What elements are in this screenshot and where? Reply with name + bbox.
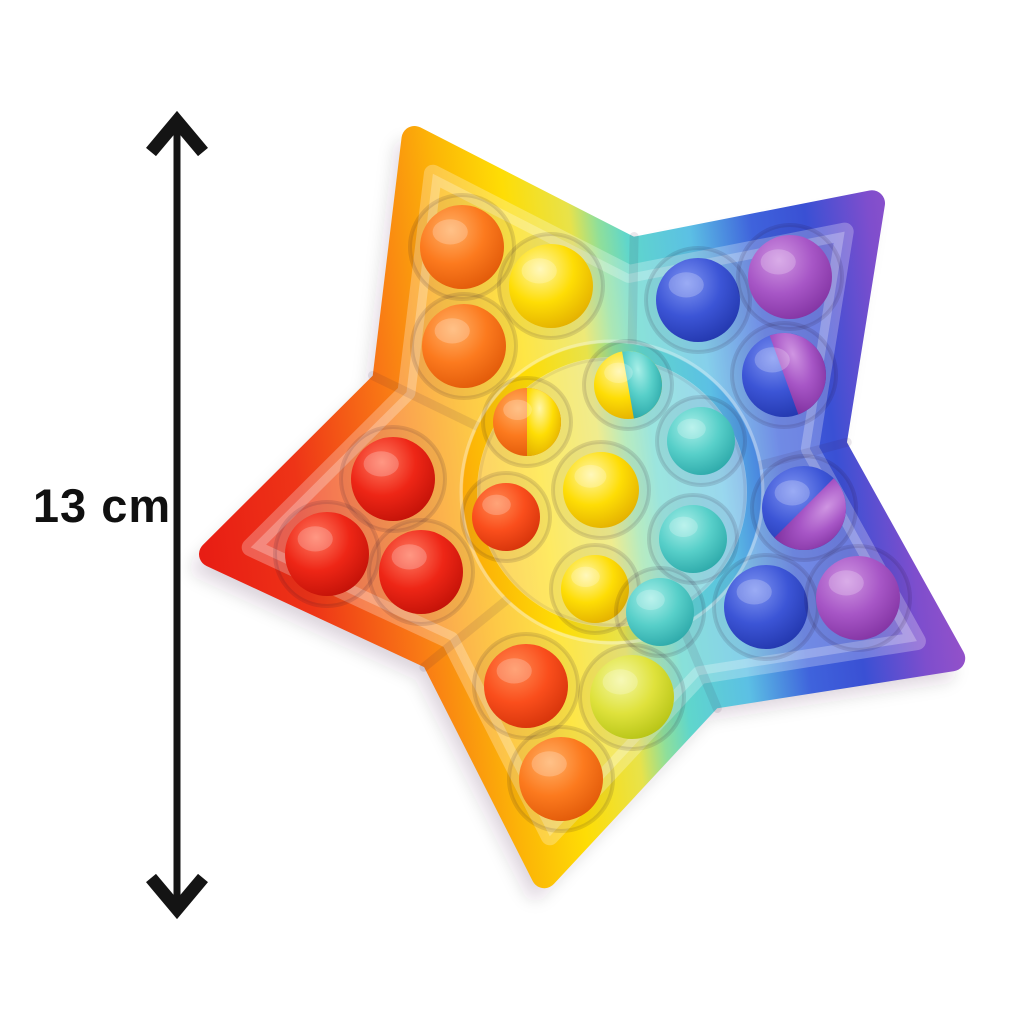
bubble-dome xyxy=(509,244,593,328)
pop-bubble xyxy=(367,518,475,626)
arrow-up-icon xyxy=(146,110,208,157)
bubble-dome xyxy=(561,555,629,623)
pop-bubble xyxy=(578,643,686,751)
bubble-highlight xyxy=(521,258,557,284)
bubble-dome-second-color xyxy=(527,388,561,456)
bubble-dome xyxy=(422,304,506,388)
pop-bubble xyxy=(472,632,580,740)
pop-bubble xyxy=(804,544,912,652)
bubble-highlight xyxy=(574,464,607,488)
bubble-highlight xyxy=(496,658,532,684)
pop-bubble xyxy=(644,246,752,354)
bubble-highlight xyxy=(736,579,772,605)
pop-bubble xyxy=(730,321,838,429)
pop-bubble xyxy=(507,725,615,833)
bubble-highlight xyxy=(754,347,790,373)
bubble-dome xyxy=(659,505,727,573)
pop-bubble xyxy=(408,193,516,301)
bubble-dome xyxy=(667,407,735,475)
bubble-highlight xyxy=(828,570,864,596)
bubble-dome xyxy=(472,483,540,551)
bubble-dome xyxy=(285,512,369,596)
bubble-highlight xyxy=(774,480,810,506)
bubble-highlight xyxy=(669,516,698,537)
pop-bubble xyxy=(549,543,641,635)
measurement-arrow xyxy=(146,110,208,920)
pop-bubble xyxy=(750,454,858,562)
bubble-dome-second-color xyxy=(774,478,846,550)
bubble-dome xyxy=(519,737,603,821)
pop-bubble xyxy=(647,493,739,585)
bubble-highlight xyxy=(297,526,333,552)
pop-bubble xyxy=(339,425,447,533)
divider-ridge xyxy=(419,591,517,672)
arrow-down-icon xyxy=(146,873,208,920)
bubble-dome xyxy=(590,655,674,739)
bubble-dome xyxy=(420,205,504,289)
bubble-highlight xyxy=(531,751,567,777)
pop-bubble xyxy=(582,339,674,431)
pop-bubble xyxy=(712,553,820,661)
pop-bubble xyxy=(736,223,844,331)
bubble-dome-second-color xyxy=(769,333,826,415)
bubble-highlight xyxy=(432,219,468,245)
bubble-highlight xyxy=(363,451,399,477)
bubble-dome xyxy=(816,556,900,640)
pop-bubble xyxy=(273,500,381,608)
bubble-dome xyxy=(656,258,740,342)
bubble-highlight xyxy=(668,272,704,298)
measurement-label: 13 cm xyxy=(33,479,171,532)
pop-bubble xyxy=(655,395,747,487)
bubble-dome xyxy=(351,437,435,521)
bubble-highlight xyxy=(602,669,638,695)
pop-bubble xyxy=(614,566,706,658)
bubble-dome xyxy=(379,530,463,614)
bubble-dome xyxy=(748,235,832,319)
bubble-dome-second-color xyxy=(622,351,662,419)
bubble-highlight xyxy=(604,362,633,383)
pop-bubble xyxy=(481,376,573,468)
pop-bubble xyxy=(410,292,518,400)
bubble-highlight xyxy=(636,589,665,610)
pop-bubble xyxy=(551,440,651,540)
bubble-highlight xyxy=(434,318,470,344)
bubble-dome xyxy=(724,565,808,649)
divider-ridge xyxy=(627,232,639,354)
bubble-highlight xyxy=(571,566,600,587)
bubble-dome xyxy=(563,452,639,528)
pop-bubble xyxy=(460,471,552,563)
bubble-highlight xyxy=(391,544,427,570)
bubble-highlight xyxy=(503,399,532,420)
pop-bubble xyxy=(497,232,605,340)
bubble-highlight xyxy=(760,249,796,275)
bubble-dome xyxy=(626,578,694,646)
divider-ridge xyxy=(368,371,488,434)
bubble-dome xyxy=(484,644,568,728)
bubble-highlight xyxy=(482,494,511,515)
bubble-highlight xyxy=(677,418,706,439)
center-circle-outer-edge xyxy=(459,339,765,645)
divider-ridge xyxy=(749,437,852,472)
